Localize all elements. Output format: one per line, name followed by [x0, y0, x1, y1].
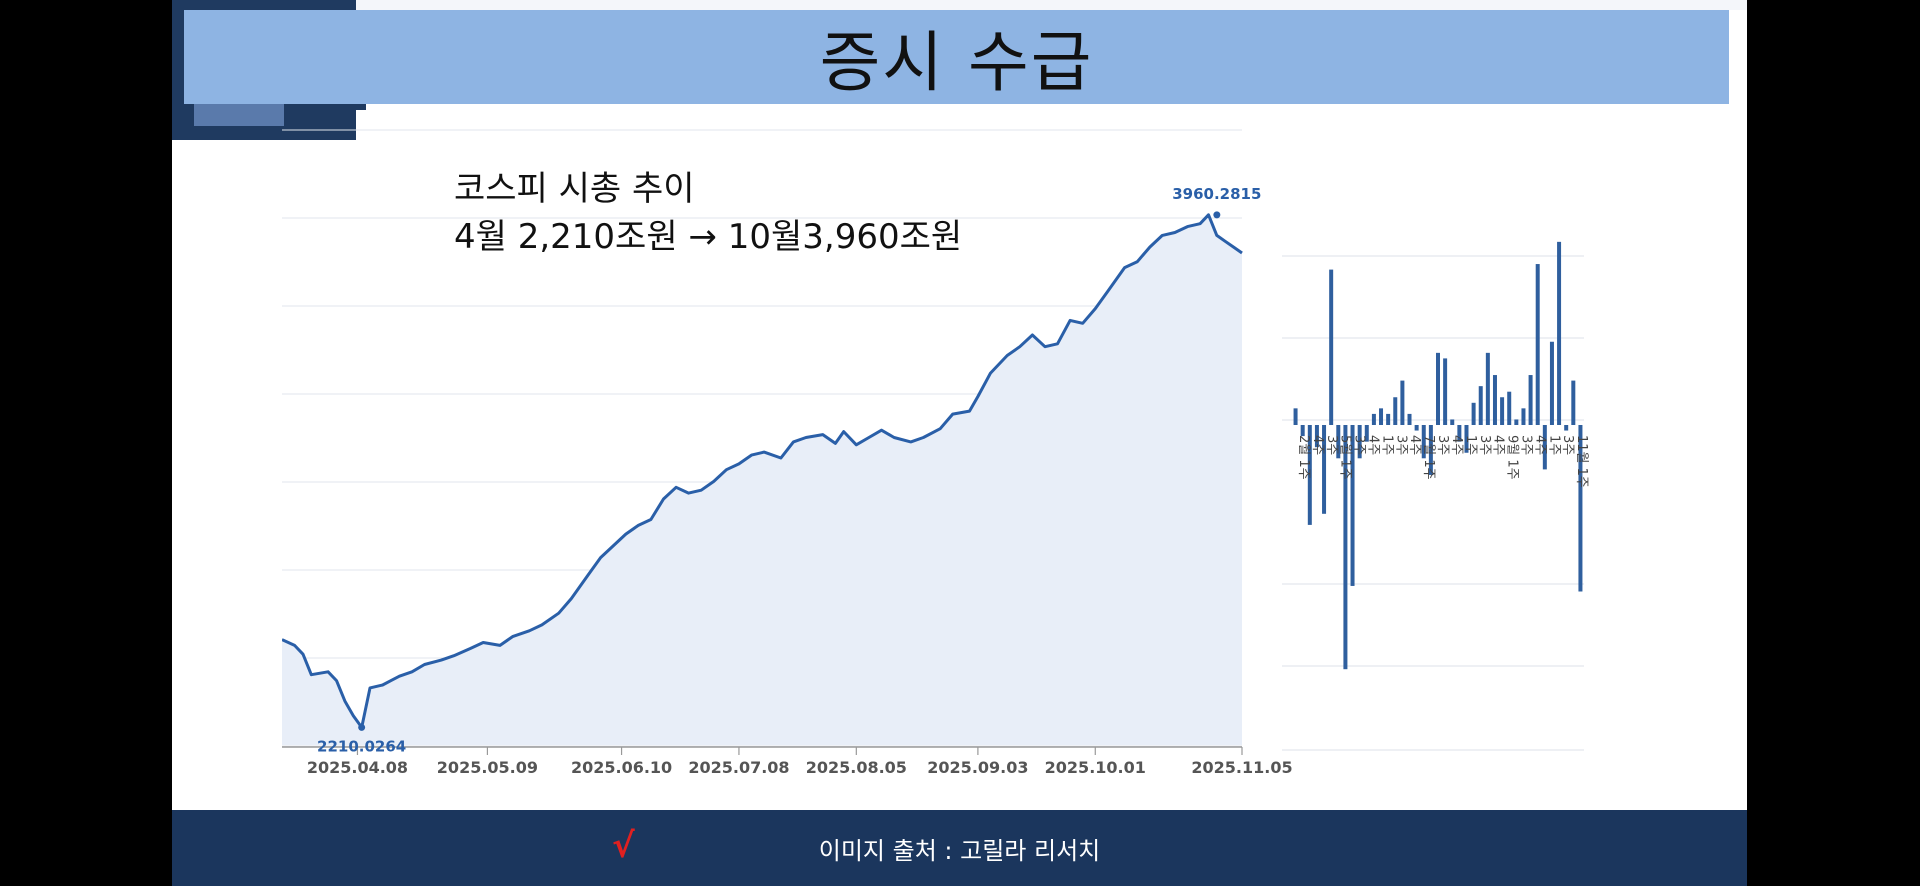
bar: [1500, 397, 1505, 425]
bar-tick-label: 3주: [1518, 435, 1533, 455]
annotation-point: [358, 723, 366, 731]
bar-tick-label: 4주: [1532, 435, 1547, 455]
bar: [1322, 425, 1327, 514]
bar: [1307, 425, 1312, 525]
bar: [1343, 425, 1348, 670]
bar-tick-label: 4주: [1407, 435, 1422, 455]
bar: [1428, 425, 1433, 475]
bar: [1407, 413, 1412, 425]
bar: [1485, 352, 1490, 425]
bar-tick-label: 3주: [1352, 435, 1367, 455]
image-source-text: 이미지 출처 : 고릴라 리서치: [818, 836, 1101, 865]
top-stripe: [356, 0, 1747, 10]
bar: [1336, 425, 1341, 459]
bar: [1478, 386, 1483, 425]
bar-tick-label: 3주: [1324, 435, 1339, 455]
x-tick-label: 2025.10.01: [1045, 758, 1146, 777]
x-tick-label: 2025.09.03: [927, 758, 1028, 777]
bar-tick-label: 2월 1주: [1296, 435, 1311, 480]
bar: [1329, 269, 1334, 425]
caption-line-2: 4월 2,210조원 → 10월3,960조원: [454, 217, 963, 257]
bar: [1314, 425, 1319, 448]
bar: [1371, 413, 1376, 425]
bar: [1535, 264, 1540, 425]
bar: [1571, 380, 1576, 425]
bar: [1393, 397, 1398, 425]
bar-tick-label: 4주: [1310, 435, 1325, 455]
annotation-point: [1213, 211, 1221, 219]
bar: [1293, 408, 1298, 425]
bar: [1436, 352, 1440, 425]
caption-line-1: 코스피 시총 추이: [454, 169, 695, 209]
bar: [1379, 408, 1384, 425]
bar: [1450, 419, 1455, 425]
kospi-market-cap-chart: 2025.04.08 2025.05.09 2025.06.10 2025.07.08…: [282, 129, 1293, 777]
bar: [1464, 425, 1469, 453]
slide-title: 증시 수급: [819, 24, 1094, 101]
bar: [1528, 375, 1533, 425]
series-line: [282, 213, 1243, 729]
bar-tick-label: 1주: [1463, 435, 1478, 455]
bar: [1549, 341, 1554, 425]
bar: [1521, 408, 1526, 425]
bar-tick-label: 3주: [1560, 435, 1575, 455]
bar: [1350, 425, 1355, 586]
chart-caption: 코스피 시총 추이 4월 2,210조원 → 10월3,960조원: [454, 165, 962, 261]
bar: [1514, 419, 1519, 425]
bar: [1578, 425, 1583, 592]
area-fill: [282, 214, 1242, 746]
bar-tick-label: 3주: [1393, 435, 1408, 455]
annotation-label: 3960.2815: [1172, 185, 1261, 203]
x-tick-label: 2025.08.05: [806, 758, 907, 777]
bar-tick-label: 5월 1주: [1338, 435, 1353, 480]
footer-bar: 이미지 출처 : 고릴라 리서치: [172, 810, 1747, 886]
annotation-label: 2210.0264: [317, 737, 406, 755]
bar: [1421, 425, 1426, 459]
x-tick-label: 2025.07.08: [688, 758, 789, 777]
bar: [1357, 425, 1362, 459]
bar: [1300, 425, 1305, 437]
bar: [1386, 413, 1391, 425]
title-bar: 증시 수급: [184, 10, 1729, 104]
bar: [1492, 375, 1497, 425]
check-mark: √: [612, 826, 635, 866]
bar-tick-label: 3주: [1435, 435, 1450, 455]
x-tick-label: 2025.06.10: [571, 758, 672, 777]
bar-tick-label: 4주: [1449, 435, 1464, 455]
bar: [1564, 425, 1569, 431]
bar: [1414, 425, 1419, 431]
bar: [1542, 425, 1547, 470]
bar-tick-label: 1주: [1546, 435, 1561, 455]
bar: [1557, 241, 1562, 425]
bar: [1400, 380, 1405, 425]
bar-tick-label: 3주: [1477, 435, 1492, 455]
bar-tick-label: 7월 1주: [1421, 435, 1436, 480]
bar-tick-label: 4주: [1491, 435, 1506, 455]
bar-tick-label: 9월 1주: [1505, 435, 1520, 480]
bar: [1457, 425, 1462, 442]
bar: [1507, 391, 1512, 425]
bar-tick-label: 11월 1주: [1574, 435, 1589, 488]
bar-tick-label: 4주: [1366, 435, 1381, 455]
bar: [1443, 358, 1448, 425]
bar-tick-label: 1주: [1379, 435, 1394, 455]
x-tick-label: 2025.04.08: [307, 758, 408, 777]
x-tick-label: 2025.11.05: [1191, 758, 1292, 777]
bar: [1471, 402, 1476, 425]
x-tick-label: 2025.05.09: [437, 758, 538, 777]
bar: [1364, 425, 1369, 442]
slide: 증시 수급 2025.04.08 2025.05.09 2025.06.10 2025…: [172, 0, 1747, 886]
